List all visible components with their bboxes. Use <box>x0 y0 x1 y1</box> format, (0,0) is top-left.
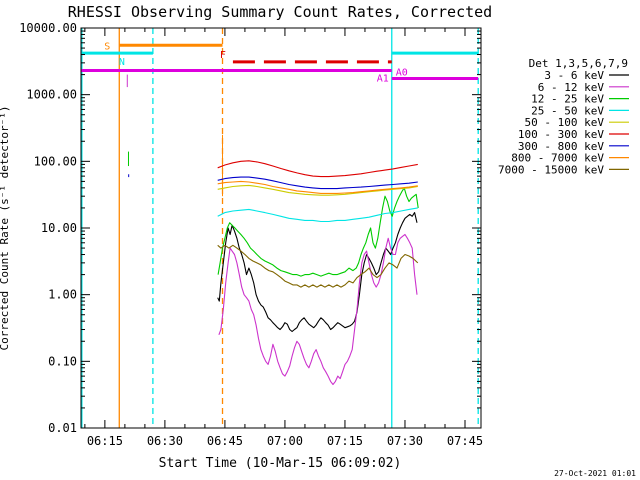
legend-label-300-800-kev: 300 - 800 keV <box>518 140 604 153</box>
y-tick-label: 10000.00 <box>19 21 77 35</box>
series-line-300-800-kev <box>217 176 418 190</box>
flag-label-s: S <box>104 41 110 52</box>
y-tick-label: 0.10 <box>48 354 77 368</box>
series-line-12-25-kev <box>217 187 419 277</box>
marker-layer: SN F A1 A0 <box>81 28 479 428</box>
legend-label-3-6-kev: 3 - 6 keV <box>544 69 604 82</box>
chart-title: RHESSI Observing Summary Count Rates, Co… <box>68 3 492 21</box>
series-line-800-7000-kev <box>217 180 418 194</box>
series-line-6-12-kev <box>218 233 418 386</box>
y-tick-label: 1.00 <box>48 288 77 302</box>
y-tick-label: 100.00 <box>34 154 77 168</box>
legend-label-7000-15000-kev: 7000 - 15000 keV <box>498 163 604 176</box>
legend-label-800-7000-kev: 800 - 7000 keV <box>511 152 604 165</box>
flag-label-n: N <box>119 57 125 68</box>
y-tick-label: 0.01 <box>48 421 77 435</box>
y-tick-label: 1000.00 <box>26 88 77 102</box>
x-tick-label: 06:15 <box>87 434 123 448</box>
x-tick-label: 07:30 <box>387 434 423 448</box>
legend-label-6-12-kev: 6 - 12 keV <box>538 81 605 94</box>
legend-label-12-25-kev: 12 - 25 keV <box>531 93 604 106</box>
x-tick-label: 07:15 <box>327 434 363 448</box>
legend-label-50-100-kev: 50 - 100 keV <box>525 116 605 129</box>
x-tick-label: 07:00 <box>267 434 303 448</box>
series-line-50-100-kev <box>217 184 418 196</box>
x-tick-label: 07:45 <box>447 434 483 448</box>
series-line-25-50-kev <box>217 207 418 223</box>
x-tick-label: 06:30 <box>147 434 183 448</box>
x-axis-label: Start Time (10-Mar-15 06:09:02) <box>159 456 402 471</box>
y-tick-label: 10.00 <box>41 221 77 235</box>
flag-label-f: F <box>220 50 226 61</box>
legend-label-100-300-kev: 100 - 300 keV <box>518 128 604 141</box>
axes-layer: 0.01 0.10 1.00 10.00 100.00 1000.00 10000.00 06… <box>19 21 483 448</box>
series-line-7000-15000-kev <box>217 244 419 288</box>
legend-title: Det 1,3,5,6,7,9 <box>529 57 628 70</box>
series-layer <box>126 74 419 386</box>
series-line-100-300-kev <box>217 160 418 178</box>
footer-timestamp: 27-Oct-2021 01:01 <box>554 469 636 478</box>
flag-label-a0: A0 <box>396 67 408 78</box>
legend-label-25-50-kev: 25 - 50 keV <box>531 104 604 117</box>
x-tick-label: 06:45 <box>207 434 243 448</box>
series-line-3-6-kev <box>217 212 418 333</box>
y-axis-label: Corrected Count Rate (s⁻¹ detector⁻¹) <box>0 105 11 350</box>
flag-label-a1: A1 <box>377 74 389 85</box>
